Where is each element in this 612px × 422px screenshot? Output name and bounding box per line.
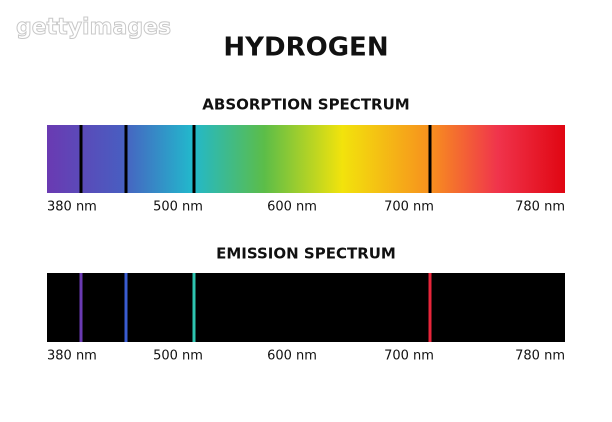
tick-label: 380 nm — [47, 200, 97, 215]
tick-label: 380 nm — [47, 349, 97, 364]
tick-label: 500 nm — [153, 349, 203, 364]
tick-label: 780 nm — [515, 349, 565, 364]
emission-lines — [79, 273, 432, 342]
absorption-bar — [47, 125, 565, 193]
tick-label: 500 nm — [153, 200, 203, 215]
section-title: EMISSION SPECTRUM — [216, 245, 396, 263]
absorption-lines — [79, 125, 432, 193]
emission-bar — [47, 273, 565, 342]
tick-label: 700 nm — [384, 349, 434, 364]
tick-label: 700 nm — [384, 200, 434, 215]
watermark: gettyimages — [16, 15, 171, 40]
tick-label: 600 nm — [267, 200, 317, 215]
title: HYDROGEN — [223, 33, 388, 63]
tick-label: 600 nm — [267, 349, 317, 364]
section-title: ABSORPTION SPECTRUM — [202, 96, 409, 114]
tick-label: 780 nm — [515, 200, 565, 215]
